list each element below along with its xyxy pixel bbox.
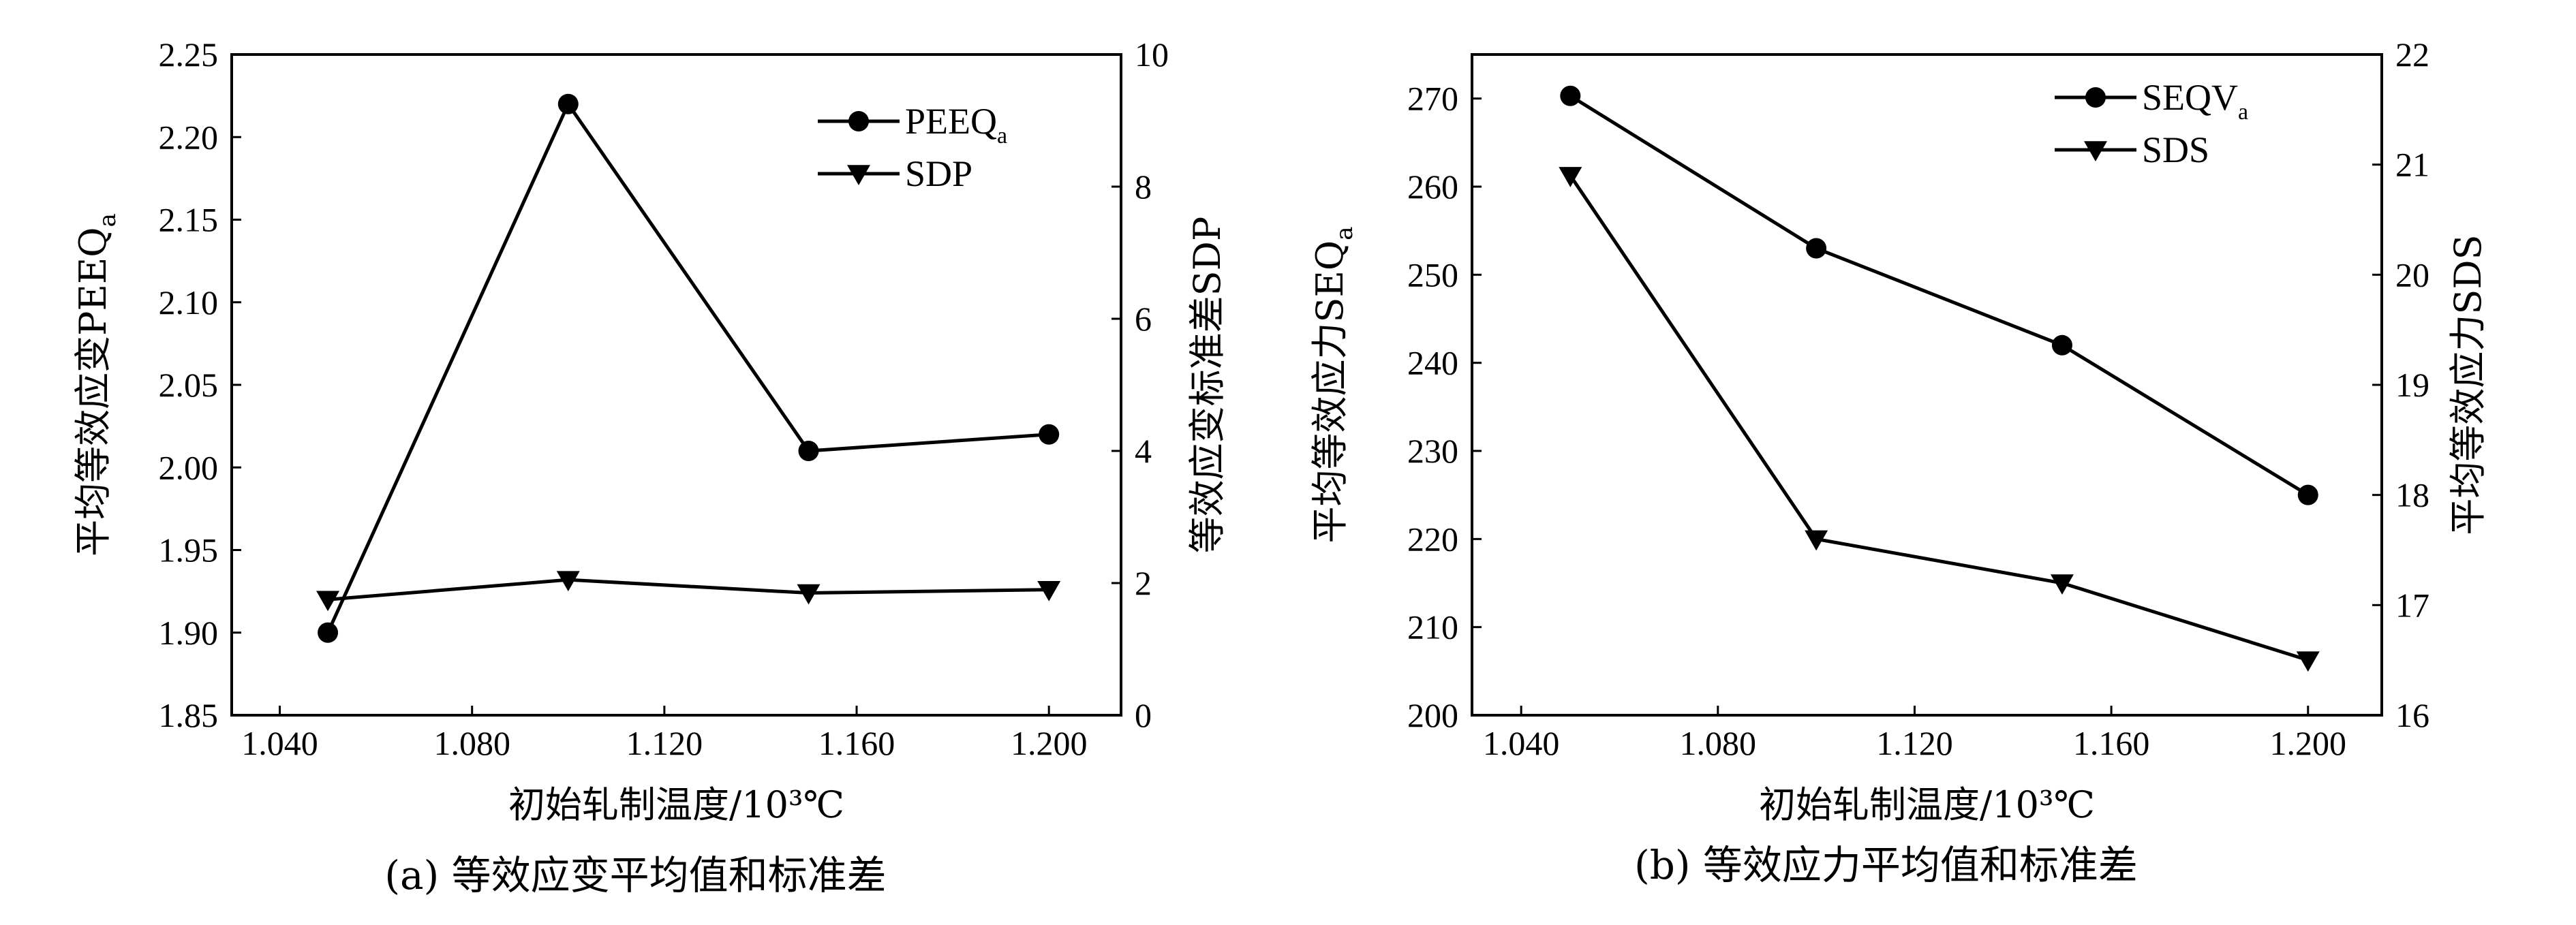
a-series-peeq-point [318,622,339,643]
b-legend-seqv-label: SEQVa [2142,77,2248,125]
a-y-right-tick-label: 6 [1135,300,1152,338]
b-y-left-tick-label: 270 [1407,80,1458,118]
b-y-right-tick-label: 18 [2395,476,2429,514]
a-series-sdp-point [316,591,340,612]
b-y-left-axis-label-main: 平均等效应力SEQ [1308,240,1351,544]
b-series-sds-line [1569,174,2309,662]
a-series-sdp-line [327,578,1049,601]
b-x-tick-label: 1.160 [2073,724,2150,762]
b-series-sds-point [1559,167,1582,187]
b-x-tick-label: 1.200 [2270,724,2347,762]
b-legend-sds-label: SDS [2142,129,2209,170]
a-caption: (a) 等效应变平均值和标准差 [384,852,886,898]
a-y-right-tick-label: 4 [1135,432,1152,470]
a-series-sdp-point [797,584,821,605]
a-legend-sdp-label: SDP [905,153,972,194]
a-legend-peeq-label: PEEQa [905,101,1007,148]
b-y-right-tick-label: 19 [2395,366,2429,404]
b-y-left-axis-label-subscript: a [1331,227,1358,240]
b-y-left-tick-label: 250 [1407,255,1458,294]
a-y-right-axis-label: 等效应变标准差SDP [1186,217,1229,554]
b-y-right-axis-label: 平均等效应力SDS [2447,234,2489,535]
a-y-left-tick-label: 1.85 [159,696,219,734]
b-series-sds-point [2296,651,2320,672]
a-y-left-tick-label: 2.10 [159,283,219,322]
a-x-axis-label: 初始轧制温度/10³℃ [508,783,844,826]
a-legend-sdp-marker [847,165,870,185]
a-series-peeq-point [798,441,819,461]
b-caption: (b) 等效应力平均值和标准差 [1634,842,2138,888]
b-legend-seqv-name: SEQV [2142,77,2238,118]
b-legend-seqv-marker [2085,87,2106,108]
a-y-left-tick-label: 1.90 [159,614,219,652]
b-series-seqv-point [1806,238,1827,259]
a-x-tick-label: 1.120 [626,724,703,762]
b-x-tick-label: 1.120 [1876,724,1953,762]
b-y-left-axis-label: 平均等效应力SEQa [1308,227,1358,544]
b-y-left-tick-label: 220 [1407,520,1458,558]
a-series-peeq-point [1039,424,1060,445]
a-y-left-tick-label: 2.25 [159,35,219,74]
b-x-axis-label: 初始轧制温度/10³℃ [1759,783,2095,826]
b-series-seqv-point [2297,484,2318,505]
b-series-sds-point [2050,574,2074,595]
b-series-seqv-line [1569,94,2310,497]
a-series-peeq-line [326,100,1049,633]
a-legend-peeq-subscript: a [997,123,1007,148]
chart-b-equivalent-stress: 1.040 1.080 1.120 1.160 1.200 200 210 220 230 240… [1308,35,2489,888]
b-y-left-tick-label: 260 [1407,168,1458,206]
a-y-right-tick-label: 0 [1135,696,1152,734]
b-plot-frame [1471,53,2383,717]
a-y-right-tick-label: 8 [1135,168,1152,206]
a-x-tick-label: 1.200 [1011,724,1088,762]
b-legend-sds-marker [2084,141,2107,161]
a-y-left-tick-label: 1.95 [159,531,219,569]
a-y-left-axis-label-main: 平均等效应变PEEQ [72,227,114,556]
a-y-left-tick-label: 2.20 [159,118,219,156]
a-x-tick-label: 1.080 [433,724,510,762]
a-legend-peeq-marker [848,111,869,131]
b-y-left-tick-label: 230 [1407,432,1458,470]
b-y-right-tick-label: 16 [2395,696,2429,734]
b-x-tick-label: 1.080 [1680,724,1757,762]
a-series-sdp-point [1037,580,1061,601]
a-legend-peeq-name: PEEQ [905,101,997,142]
b-y-right-tick-label: 20 [2395,255,2429,294]
chart-a-equivalent-strain: 1.040 1.080 1.120 1.160 1.200 1.85 1.90 1.95 2.0… [72,35,1229,898]
a-y-left-tick-label: 2.15 [159,201,219,239]
a-series-sdp-point [556,571,580,592]
b-y-right-tick-label: 17 [2395,586,2429,624]
b-y-right-tick-label: 21 [2395,146,2429,184]
a-y-left-tick-label: 2.05 [159,366,219,404]
a-x-tick-label: 1.040 [241,724,318,762]
b-legend-sds-name: SDS [2142,129,2209,170]
b-y-left-tick-label: 240 [1407,344,1458,382]
b-series-sds-point [1805,530,1828,551]
a-y-left-tick-label: 2.00 [159,448,219,486]
a-series-peeq-point [557,93,579,114]
b-y-left-tick-label: 200 [1407,696,1458,734]
a-y-right-tick-label: 2 [1135,564,1152,602]
b-series-seqv-point [1560,85,1581,106]
b-y-right-tick-label: 22 [2395,35,2429,74]
a-y-left-axis-label: 平均等效应变PEEQa [72,213,121,556]
a-x-tick-label: 1.160 [818,724,895,762]
b-series-seqv-point [2051,334,2072,356]
b-legend-seqv-subscript: a [2238,99,2248,125]
a-y-left-axis-label-subscript: a [94,213,121,227]
a-legend-sdp-name: SDP [905,153,972,194]
b-x-tick-label: 1.040 [1483,724,1560,762]
a-y-right-tick-label: 10 [1135,35,1169,74]
a-plot-frame [230,53,1122,717]
b-y-left-tick-label: 210 [1407,608,1458,646]
